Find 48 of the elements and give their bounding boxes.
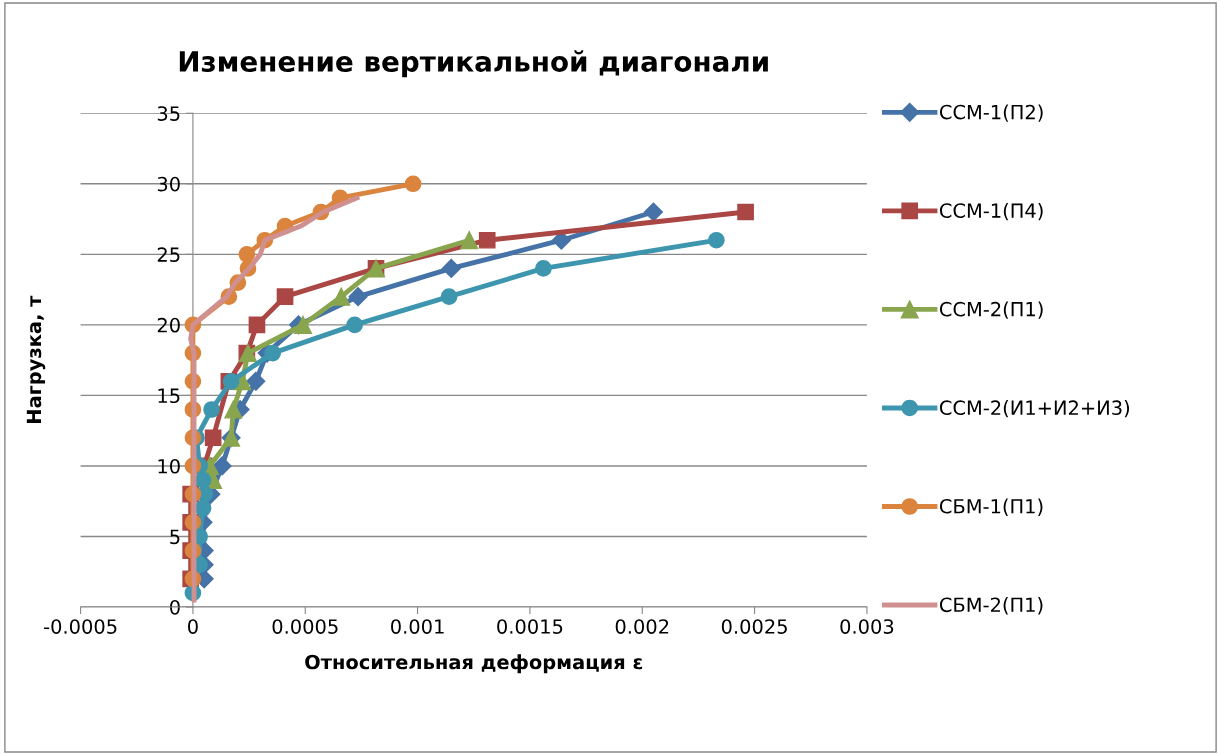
point (194, 471, 212, 489)
legend-label: ССМ-2(П1) (939, 301, 1043, 319)
y-tick-label: 25 (157, 247, 180, 262)
point (246, 371, 266, 391)
point (224, 400, 243, 419)
y-tick-label: 5 (170, 529, 180, 545)
point (441, 258, 461, 278)
chart-title: Изменение вертикальной диагонали (179, 50, 768, 78)
x-tick-label: 0 (188, 619, 198, 634)
x-tick-label: 0.001 (391, 619, 444, 634)
x-axis-title: Относительная деформация ε (305, 654, 643, 674)
point (248, 316, 266, 334)
point (348, 287, 368, 307)
y-tick-label: 15 (158, 388, 180, 404)
y-tick-label: 10 (158, 458, 180, 474)
legend-label: ССМ-1(П4) (939, 202, 1043, 221)
point (276, 288, 294, 305)
x-tick-label: 0.002 (615, 619, 669, 634)
point (440, 288, 458, 305)
point (332, 287, 351, 306)
point (238, 245, 256, 263)
point (404, 175, 422, 193)
point (460, 231, 479, 250)
point (643, 202, 664, 222)
legend-label: ССМ-1(П2) (939, 104, 1043, 122)
point (293, 315, 313, 334)
y-axis-title: Нагрузка, т (26, 295, 46, 423)
y-tick-label: 20 (157, 317, 180, 333)
y-tick-label: 30 (157, 176, 180, 192)
point (535, 260, 552, 277)
point (212, 456, 232, 476)
point (708, 231, 725, 249)
x-tick-label: 0.0005 (272, 619, 338, 634)
y-tick-label: 0 (170, 599, 180, 615)
point (346, 316, 364, 334)
legend-label: СБМ-2(П1) (939, 597, 1043, 615)
legend-label: ССМ-2(И1+И2+И3) (939, 400, 1130, 418)
x-tick-label: 0.003 (840, 619, 894, 634)
x-tick-label: -0.0005 (44, 619, 117, 634)
x-tick-label: 0.0025 (721, 619, 787, 634)
legend-label: СБМ-1(П1) (939, 498, 1043, 516)
point (203, 401, 220, 418)
point (737, 203, 754, 221)
point (478, 231, 496, 249)
point (264, 344, 282, 362)
point (204, 429, 222, 447)
y-tick-label: 35 (157, 106, 180, 121)
x-tick-label: 0.0015 (497, 619, 563, 634)
